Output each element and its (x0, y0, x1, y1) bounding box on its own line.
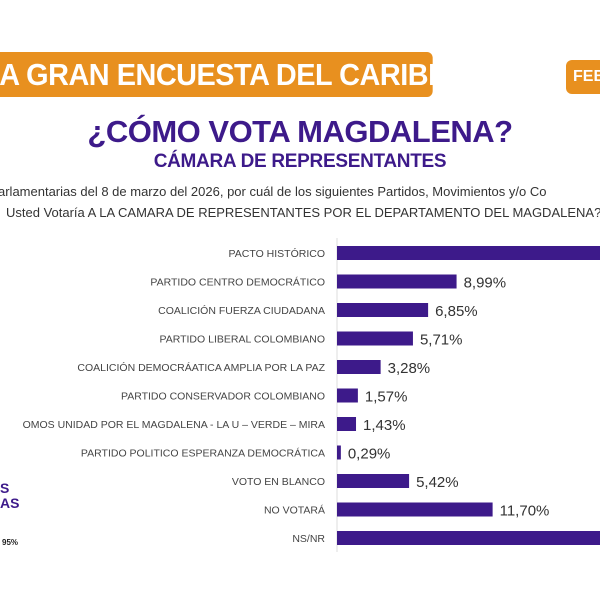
bar (337, 502, 493, 517)
data-label: 6,85% (435, 303, 478, 320)
question-line-1: arlamentarias del 8 de marzo del 2026, p… (0, 184, 547, 199)
bar (337, 531, 600, 545)
question-line-2: Usted Votaría A LA CAMARA DE REPRESENTAN… (6, 205, 600, 220)
data-label: 5,42% (416, 474, 459, 491)
chart-title: ¿CÓMO VOTA MAGDALENA? (87, 114, 513, 149)
category-label: COALICIÓN FUERZA CIUDADANA (158, 304, 325, 317)
data-label: 5,71% (420, 332, 463, 349)
bar (337, 474, 410, 488)
bar (337, 388, 358, 403)
data-label: 1,43% (363, 417, 406, 434)
data-label: 1,57% (365, 389, 408, 406)
bar (337, 303, 429, 317)
category-label: PARTIDO CONSERVADOR COLOMBIANO (121, 391, 325, 403)
data-label: 0,29% (348, 446, 391, 463)
bar (337, 274, 457, 289)
bar (337, 445, 341, 460)
data-label: 11,70% (500, 503, 550, 520)
category-label: PARTIDO LIBERAL COLOMBIANO (159, 334, 325, 346)
category-label: PARTIDO CENTRO DEMOCRÁTICO (150, 276, 325, 289)
bar (337, 331, 413, 346)
category-label: COALICIÓN DEMOCRÁATICA AMPLIA POR LA PAZ (77, 361, 325, 374)
bar (337, 360, 381, 374)
category-label: PARTIDO POLITICO ESPERANZA DEMOCRÁTICA (81, 447, 325, 460)
data-label: 3,28% (388, 360, 431, 377)
survey-banner: A GRAN ENCUESTA DEL CARIBE (0, 52, 447, 97)
category-label: VOTO EN BLANCO (232, 476, 325, 488)
confidence-note: 95% (2, 538, 19, 547)
category-label: OMOS UNIDAD POR EL MAGDALENA - LA U – VE… (23, 419, 325, 431)
bar (337, 246, 600, 260)
category-label: PACTO HISTÓRICO (229, 247, 325, 260)
bar (337, 417, 357, 431)
category-label: NS/NR (292, 533, 325, 545)
chart-subtitle: CÁMARA DE REPRESENTANTES (153, 151, 447, 172)
category-label: NO VOTARÁ (264, 504, 325, 517)
data-label: 8,99% (464, 275, 507, 292)
side-text-1: S (0, 480, 10, 496)
side-text-2: AS (0, 495, 20, 511)
date-badge: FEB (566, 60, 600, 94)
